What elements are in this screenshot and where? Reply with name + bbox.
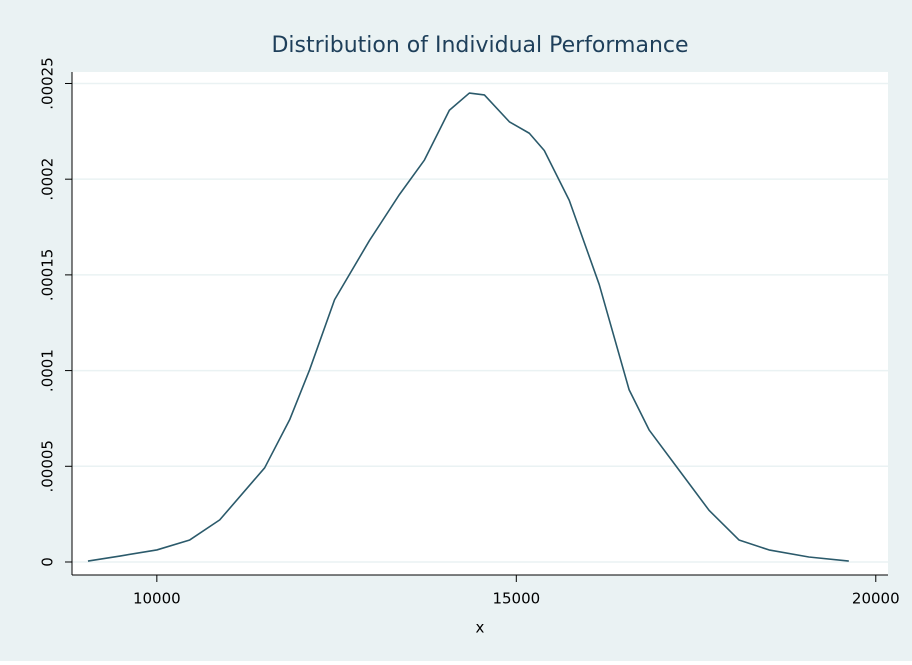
plot-area	[72, 72, 888, 575]
y-tick-label: .00015	[39, 249, 57, 302]
x-tick-label: 10000	[133, 590, 181, 608]
y-tick-label: .00025	[39, 57, 57, 110]
y-tick-label: 0	[39, 557, 57, 567]
density-line	[87, 92, 849, 562]
chart-title: Distribution of Individual Performance	[271, 33, 688, 58]
x-tick-label: 15000	[492, 590, 540, 608]
y-tick-label: .00005	[39, 440, 57, 493]
y-tick-label: .0002	[39, 158, 57, 201]
x-tick-label: 20000	[852, 590, 900, 608]
y-tick-label: .0001	[39, 349, 57, 392]
x-axis-label: x	[476, 619, 485, 637]
